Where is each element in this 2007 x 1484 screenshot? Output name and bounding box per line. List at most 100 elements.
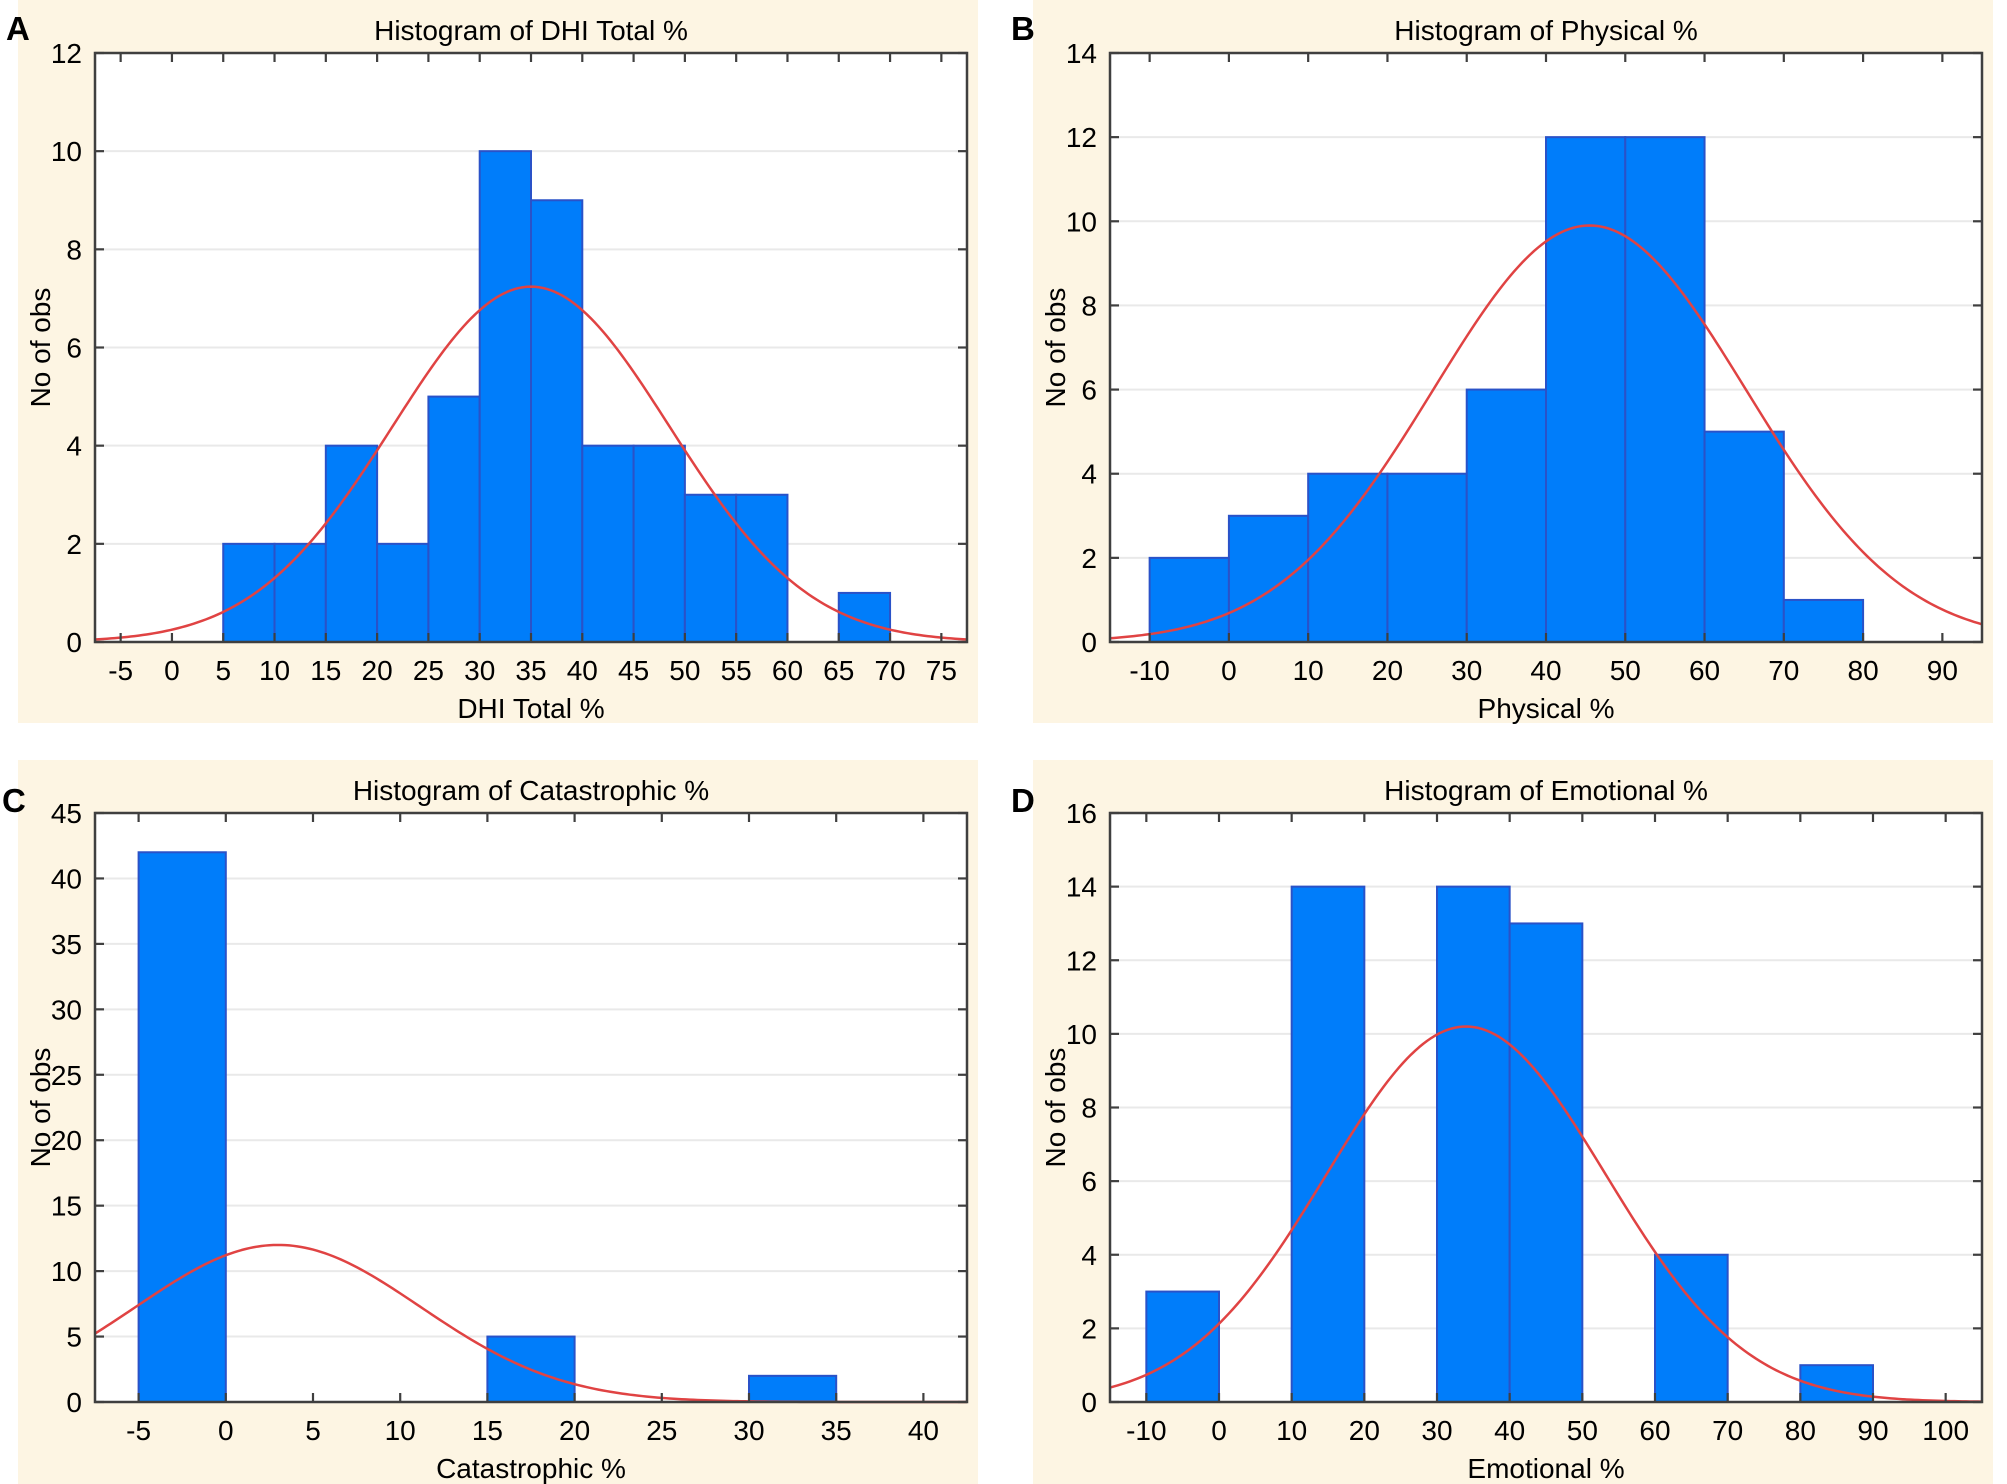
x-tick-label: 10	[385, 1415, 416, 1446]
chart-title: Histogram of DHI Total %	[374, 15, 688, 46]
panel-letter-b: B	[1011, 10, 1035, 47]
x-tick-label: 60	[1639, 1415, 1670, 1446]
y-tick-label: 30	[51, 994, 82, 1025]
x-tick-label: 65	[823, 655, 854, 686]
chart-title: Histogram of Catastrophic %	[353, 775, 709, 806]
x-tick-label: 80	[1848, 655, 1879, 686]
histogram-bar	[1227, 514, 1310, 643]
panel-b-quadrant: -10 0 10 20 30 40 50 60 70 80 90 0 2 4 6 8 10 12 14 Histogr…	[1004, 0, 2007, 743]
x-tick-label: 0	[1211, 1415, 1227, 1446]
x-tick-label: 60	[1689, 655, 1720, 686]
chart-title: Histogram of Emotional %	[1384, 775, 1708, 806]
x-tick-label: 55	[721, 655, 752, 686]
x-tick-label: -5	[108, 655, 133, 686]
x-tick-label: 5	[305, 1415, 321, 1446]
histogram-bar	[1508, 922, 1584, 1403]
x-tick-label: 25	[413, 655, 444, 686]
y-axis-label: No of obs	[1040, 1048, 1071, 1168]
y-tick-label: 12	[1066, 122, 1097, 153]
x-tick-label: 30	[733, 1415, 764, 1446]
panel-letter-d: D	[1011, 782, 1035, 819]
y-tick-label: 10	[51, 136, 82, 167]
x-tick-label: 90	[1857, 1415, 1888, 1446]
x-tick-label: 20	[1349, 1415, 1380, 1446]
x-tick-label: 10	[1293, 655, 1324, 686]
histogram-bar	[1148, 556, 1230, 643]
panel-b-histogram-svg: -10 0 10 20 30 40 50 60 70 80 90 0 2 4 6 8 10 12 14 Histogr…	[1033, 0, 1993, 724]
histogram-bar	[1436, 885, 1511, 1403]
histogram-bar	[137, 851, 227, 1404]
histogram-bar	[735, 493, 789, 643]
histogram-bar	[1307, 472, 1389, 644]
histogram-bar	[530, 199, 584, 643]
histogram-bar	[632, 444, 686, 643]
y-tick-label: 0	[66, 627, 82, 658]
histogram-bar	[1465, 388, 1547, 644]
y-tick-label: 8	[1081, 290, 1097, 321]
x-tick-label: 90	[1927, 655, 1958, 686]
x-tick-label: 50	[669, 655, 700, 686]
histogram-bar	[837, 591, 892, 644]
y-tick-label: 2	[1081, 1313, 1097, 1344]
y-axis-label: No of obs	[1040, 288, 1071, 408]
y-tick-label: 2	[66, 529, 82, 560]
plot-area	[95, 813, 967, 1402]
histogram-bar	[222, 542, 276, 643]
histogram-bar	[324, 444, 379, 643]
x-tick-label: 10	[1276, 1415, 1307, 1446]
y-tick-label: 45	[51, 798, 82, 829]
x-tick-label: 70	[1712, 1415, 1743, 1446]
y-tick-label: 6	[1081, 375, 1097, 406]
y-tick-label: 10	[51, 1256, 82, 1287]
panel-letter-c: C	[2, 782, 26, 819]
histogram-bar	[1386, 472, 1468, 644]
y-tick-label: 12	[1066, 945, 1097, 976]
x-tick-label: 40	[1530, 655, 1561, 686]
x-tick-label: 35	[821, 1415, 852, 1446]
x-tick-label: 15	[472, 1415, 503, 1446]
histogram-bar	[1703, 430, 1785, 643]
x-tick-label: 75	[926, 655, 957, 686]
normal-curve	[1109, 224, 1983, 640]
x-tick-label: 0	[218, 1415, 234, 1446]
x-tick-label: 70	[1768, 655, 1799, 686]
x-tick-label: 40	[567, 655, 598, 686]
x-tick-label: 80	[1785, 1415, 1816, 1446]
y-tick-label: 4	[1081, 1240, 1097, 1271]
x-tick-label: 30	[1421, 1415, 1452, 1446]
x-tick-label: 30	[464, 655, 495, 686]
y-tick-label: 14	[1066, 872, 1097, 903]
x-tick-label: 0	[1221, 655, 1237, 686]
histogram-bar	[1145, 1290, 1220, 1403]
y-tick-label: 12	[51, 38, 82, 69]
panel-c-quadrant: -5 0 5 10 15 20 25 30 35 40 0 5 10 15 20 25 30 35 40 45 Hist…	[0, 744, 1003, 1484]
x-tick-label: 50	[1610, 655, 1641, 686]
x-tick-label: 20	[559, 1415, 590, 1446]
histogram-bar	[683, 493, 738, 643]
x-axis-label: Physical %	[1478, 693, 1615, 724]
x-tick-label: 70	[874, 655, 905, 686]
y-tick-label: 0	[1081, 1387, 1097, 1418]
x-tick-label: 10	[259, 655, 290, 686]
x-tick-label: 0	[164, 655, 180, 686]
x-tick-label: 20	[1372, 655, 1403, 686]
histogram-bar	[478, 150, 532, 644]
y-axis-label: No of obs	[25, 1048, 56, 1168]
x-tick-label: -5	[126, 1415, 151, 1446]
panel-a-quadrant: -5 0 5 10 15 20 25 30 35 40 45 50 55 60 65 70 75 0 2 4 6 8 10 1…	[0, 0, 1003, 743]
histogram-bar	[273, 542, 327, 643]
y-tick-label: 2	[1081, 543, 1097, 574]
panel-a-histogram-svg: -5 0 5 10 15 20 25 30 35 40 45 50 55 60 65 70 75 0 2 4 6 8 10 1…	[18, 0, 978, 724]
y-tick-label: 8	[66, 234, 82, 265]
histogram-bar	[427, 395, 481, 644]
panel-letter-a: A	[6, 10, 30, 47]
normal-curve	[94, 285, 968, 641]
x-axis-label: Emotional %	[1467, 1453, 1624, 1484]
x-axis-label: DHI Total %	[457, 693, 604, 724]
y-tick-label: 15	[51, 1191, 82, 1222]
x-tick-label: 35	[515, 655, 546, 686]
y-tick-label: 35	[51, 929, 82, 960]
x-tick-label: 60	[772, 655, 803, 686]
x-tick-label: 50	[1567, 1415, 1598, 1446]
